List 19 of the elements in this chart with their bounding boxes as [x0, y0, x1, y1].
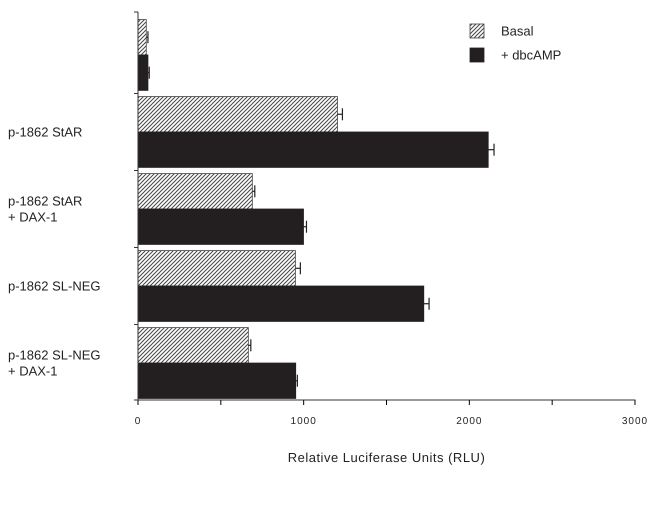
bar	[138, 286, 424, 322]
y-tick-label: p-1862 SL-NEG	[8, 278, 100, 294]
legend-label: + dbcAMP	[501, 48, 562, 63]
bar	[138, 173, 253, 210]
y-tick-label: p-1862 SL-NEG + DAX-1	[8, 348, 100, 379]
bar	[138, 250, 296, 286]
bar	[138, 54, 148, 91]
bar	[138, 96, 338, 132]
x-axis-title: Relative Luciferase Units (RLU)	[288, 450, 486, 465]
x-tick-label: 1000	[290, 416, 317, 427]
x-tick-label: 2000	[456, 416, 482, 427]
bar	[138, 362, 296, 399]
x-tick-label: 0	[134, 416, 142, 427]
y-tick-label: p-1862 StAR	[8, 124, 82, 140]
legend-label: Basal	[501, 24, 534, 39]
bar	[138, 327, 249, 364]
x-tick-label: 3000	[622, 416, 648, 427]
y-tick-label: p-1862 StAR + DAX-1	[8, 194, 82, 225]
bar	[138, 208, 304, 245]
